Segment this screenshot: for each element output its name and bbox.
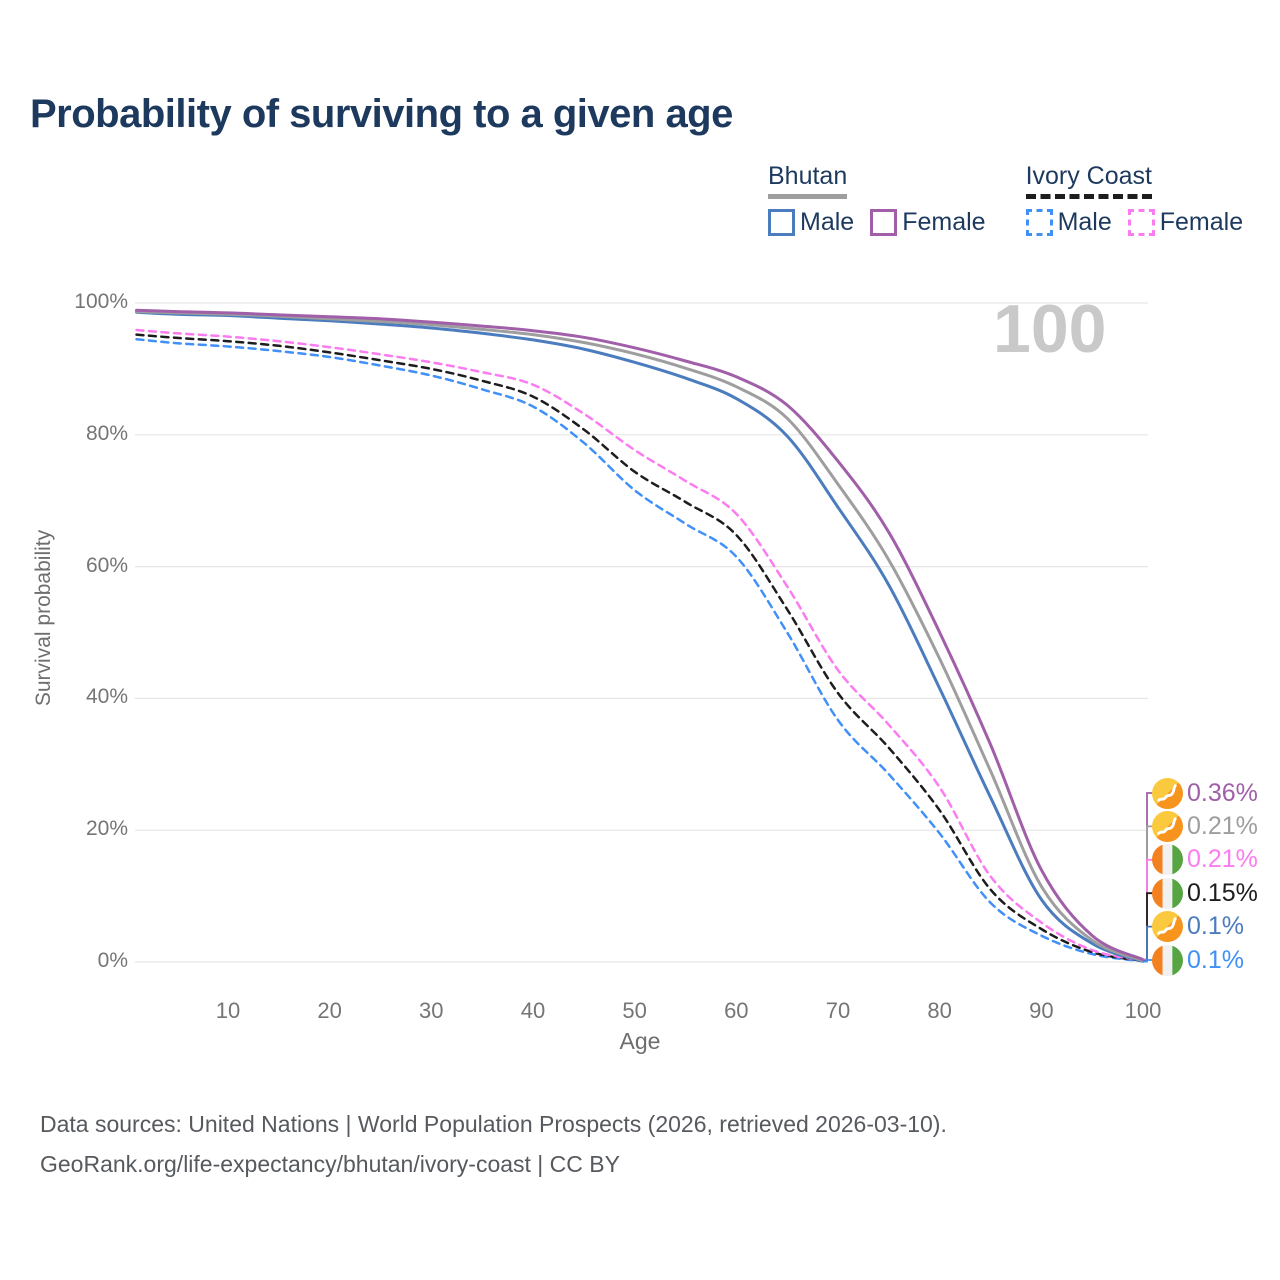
x-tick-label: 60	[724, 998, 749, 1023]
end-label-row: 0.15%	[1152, 877, 1258, 909]
y-tick-label: 60%	[85, 553, 128, 577]
legend-item-bhutan-male[interactable]: Male	[768, 208, 854, 237]
legend-items-bhutan: Male Female	[768, 208, 986, 237]
x-tick-label: 10	[215, 998, 241, 1023]
footer-data-sources: Data sources: United Nations | World Pop…	[40, 1111, 947, 1137]
age-counter-watermark: 100	[993, 291, 1107, 367]
page-title: Probability of surviving to a given age	[30, 92, 733, 136]
legend-item-label: Female	[902, 208, 986, 236]
legend-title-ivory-coast[interactable]: Ivory Coast	[1025, 162, 1152, 199]
series-line-ivory-coast-male	[135, 337, 1145, 963]
y-axis-title: Survival probability	[32, 529, 55, 707]
x-axis-title: Age	[619, 1028, 661, 1054]
end-label-row: 0.21%	[1152, 844, 1258, 876]
y-tick-label: 80%	[85, 421, 128, 445]
bhutan-male-swatch-icon	[768, 209, 795, 236]
end-label-value: 0.1%	[1187, 912, 1244, 941]
bhutan-flag-icon	[1152, 810, 1183, 842]
ivory-coast-female-swatch-icon	[1127, 209, 1155, 236]
ivory-coast-male-swatch-icon	[1025, 209, 1053, 236]
x-tick-label: 40	[520, 998, 546, 1023]
end-label-row: 0.1%	[1152, 911, 1244, 943]
legend-group-ivory-coast: Ivory Coast Male Female	[1025, 162, 1244, 237]
footer-attribution-link[interactable]: GeoRank.org/life-expectancy/bhutan/ivory…	[40, 1151, 620, 1177]
x-tick-label: 100	[1124, 998, 1162, 1023]
series-line-ivory-coast	[135, 333, 1145, 963]
bhutan-female-swatch-icon	[870, 209, 898, 236]
end-label-row: 0.21%	[1152, 810, 1258, 842]
legend-item-ivory-coast-female[interactable]: Female	[1127, 208, 1244, 237]
y-tick-label: 100%	[74, 290, 128, 313]
bhutan-flag-icon	[1152, 911, 1183, 943]
legend-item-label: Male	[800, 208, 855, 236]
y-tick-label: 40%	[85, 685, 128, 709]
ivory-coast-flag-icon	[1152, 844, 1183, 876]
bhutan-flag-icon	[1152, 777, 1183, 809]
end-label-row: 0.36%	[1152, 777, 1258, 809]
ivory-coast-flag-icon	[1152, 877, 1183, 909]
footer: Data sources: United Nations | World Pop…	[40, 1104, 947, 1184]
x-tick-label: 30	[419, 998, 444, 1023]
series-line-bhutan-female	[135, 308, 1145, 962]
y-tick-label: 0%	[97, 949, 128, 972]
legend-item-label: Male	[1057, 208, 1112, 236]
end-label-connector	[1143, 959, 1153, 963]
legend-title-bhutan[interactable]: Bhutan	[768, 162, 848, 199]
series-line-ivory-coast-female	[135, 328, 1145, 962]
end-label-value: 0.36%	[1187, 778, 1258, 807]
y-tick-label: 20%	[85, 817, 128, 841]
series-line-bhutan	[135, 310, 1145, 963]
x-tick-label: 20	[317, 998, 342, 1023]
legend-item-label: Female	[1159, 208, 1244, 236]
end-label-value: 0.21%	[1187, 811, 1258, 840]
legend: Bhutan Male Female Ivory Coast Male	[768, 162, 1243, 237]
x-tick-label: 80	[927, 998, 952, 1023]
ivory-coast-flag-icon	[1152, 944, 1183, 976]
series-line-bhutan-male	[135, 310, 1145, 963]
x-tick-label: 70	[825, 998, 851, 1023]
end-label-value: 0.15%	[1187, 878, 1258, 907]
legend-item-ivory-coast-male[interactable]: Male	[1025, 208, 1112, 237]
end-label-value: 0.21%	[1187, 845, 1258, 874]
x-tick-label: 90	[1029, 998, 1054, 1023]
end-label-value: 0.1%	[1187, 945, 1244, 974]
legend-group-bhutan: Bhutan Male Female	[768, 162, 986, 237]
end-label-row: 0.1%	[1152, 944, 1244, 976]
x-tick-label: 50	[622, 998, 647, 1023]
legend-item-bhutan-female[interactable]: Female	[870, 208, 986, 237]
legend-items-ivory-coast: Male Female	[1025, 208, 1244, 237]
